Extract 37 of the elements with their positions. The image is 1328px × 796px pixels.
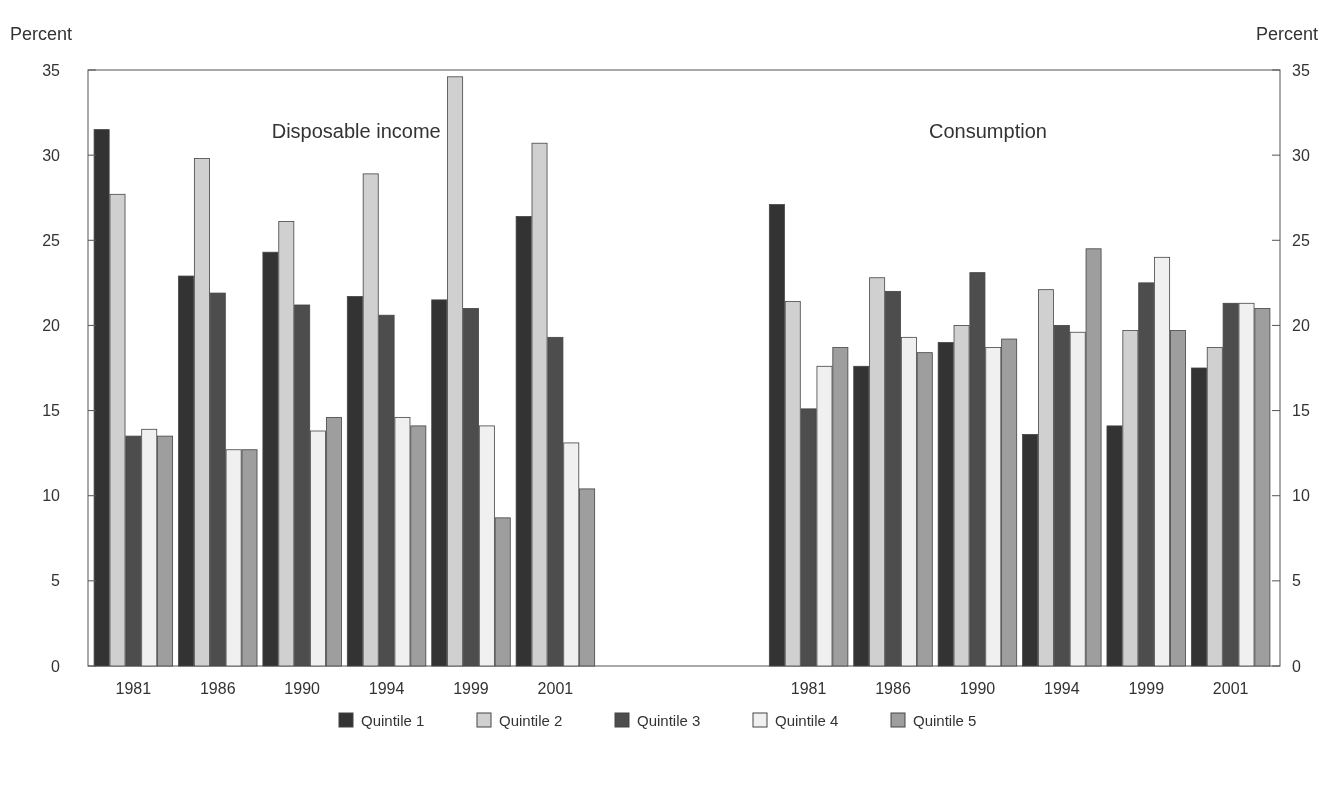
y2-tick-label: 35 [1292, 61, 1310, 79]
y2-tick-label: 25 [1292, 231, 1310, 249]
annotation: Disposable income [271, 120, 441, 142]
legend-label: Quintile 3 [637, 712, 701, 729]
legend-label: Quintile 4 [775, 712, 839, 729]
x-tick-label: 1986 [199, 680, 236, 697]
y2-tick-label: 10 [1292, 487, 1310, 505]
y-tick-label: 35 [42, 61, 61, 79]
x-tick-label: 1990 [959, 680, 996, 697]
legend-label: Quintile 2 [499, 712, 563, 729]
x-tick-label: 2001 [1212, 680, 1249, 697]
y2-tick-label: 15 [1292, 402, 1310, 420]
y-tick-label: 10 [42, 487, 61, 505]
x-tick-label: 1990 [284, 680, 321, 697]
x-tick-label: 1999 [453, 680, 489, 697]
legend-label: Quintile 1 [361, 712, 425, 729]
legend-label: Quintile 5 [913, 712, 977, 729]
y-tick-label: 25 [42, 231, 61, 249]
x-tick-label: 1994 [1044, 680, 1080, 697]
annotation: Consumption [929, 120, 1047, 142]
y-tick-label: 0 [51, 657, 61, 675]
y-tick-label: 20 [42, 317, 61, 335]
x-tick-label: 1994 [368, 680, 405, 697]
x-tick-label: 2001 [537, 680, 574, 697]
y-axis-title: Percent [10, 24, 73, 44]
y-tick-label: 5 [51, 572, 61, 590]
y2-axis-title: Percent [1255, 24, 1318, 44]
x-tick-label: 1981 [790, 680, 827, 697]
y2-tick-label: 20 [1292, 317, 1310, 335]
x-tick-label: 1999 [1128, 680, 1165, 697]
y-tick-label: 30 [42, 146, 61, 164]
y2-tick-label: 30 [1292, 146, 1310, 164]
y2-tick-label: 0 [1292, 657, 1301, 675]
y2-tick-label: 5 [1292, 572, 1301, 590]
x-tick-label: 1981 [115, 680, 152, 697]
x-tick-label: 1986 [875, 680, 911, 697]
y-tick-label: 15 [42, 402, 61, 420]
